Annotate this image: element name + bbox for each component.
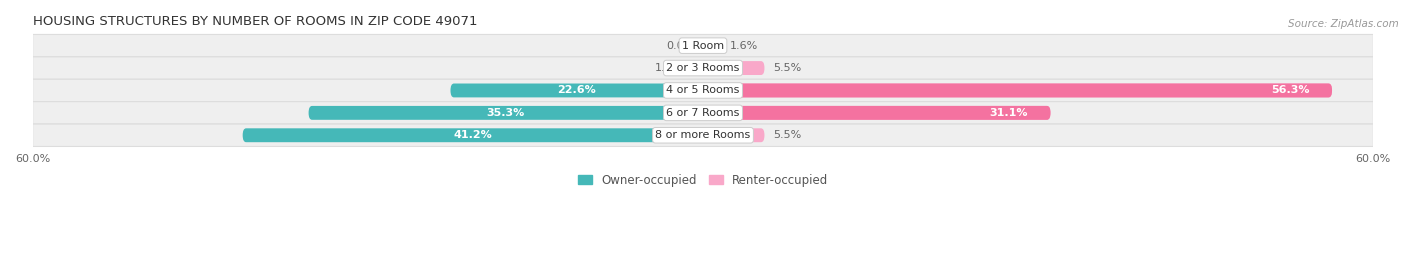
FancyBboxPatch shape xyxy=(703,106,1050,120)
FancyBboxPatch shape xyxy=(703,39,721,53)
FancyBboxPatch shape xyxy=(32,102,1374,124)
Text: 41.2%: 41.2% xyxy=(454,130,492,140)
Text: 5.5%: 5.5% xyxy=(773,130,801,140)
FancyBboxPatch shape xyxy=(703,106,1050,120)
FancyBboxPatch shape xyxy=(308,106,703,120)
Text: 31.1%: 31.1% xyxy=(990,108,1028,118)
Text: 2 or 3 Rooms: 2 or 3 Rooms xyxy=(666,63,740,73)
FancyBboxPatch shape xyxy=(692,61,703,75)
FancyBboxPatch shape xyxy=(243,128,703,142)
Text: HOUSING STRUCTURES BY NUMBER OF ROOMS IN ZIP CODE 49071: HOUSING STRUCTURES BY NUMBER OF ROOMS IN… xyxy=(32,15,477,28)
FancyBboxPatch shape xyxy=(703,128,765,142)
Text: Source: ZipAtlas.com: Source: ZipAtlas.com xyxy=(1288,19,1399,29)
Text: 8 or more Rooms: 8 or more Rooms xyxy=(655,130,751,140)
Legend: Owner-occupied, Renter-occupied: Owner-occupied, Renter-occupied xyxy=(572,169,834,191)
FancyBboxPatch shape xyxy=(703,83,1331,97)
Text: 0.0%: 0.0% xyxy=(666,41,695,51)
FancyBboxPatch shape xyxy=(32,124,1374,146)
FancyBboxPatch shape xyxy=(703,61,765,75)
Text: 5.5%: 5.5% xyxy=(773,63,801,73)
FancyBboxPatch shape xyxy=(32,34,1374,57)
Text: 22.6%: 22.6% xyxy=(557,86,596,95)
FancyBboxPatch shape xyxy=(32,57,1374,79)
Text: 1 Room: 1 Room xyxy=(682,41,724,51)
Text: 35.3%: 35.3% xyxy=(486,108,524,118)
FancyBboxPatch shape xyxy=(703,83,1331,97)
Text: 1.6%: 1.6% xyxy=(730,41,758,51)
Text: 1.0%: 1.0% xyxy=(655,63,683,73)
Text: 4 or 5 Rooms: 4 or 5 Rooms xyxy=(666,86,740,95)
Text: 56.3%: 56.3% xyxy=(1271,86,1310,95)
Text: 6 or 7 Rooms: 6 or 7 Rooms xyxy=(666,108,740,118)
FancyBboxPatch shape xyxy=(32,79,1374,102)
FancyBboxPatch shape xyxy=(450,83,703,97)
